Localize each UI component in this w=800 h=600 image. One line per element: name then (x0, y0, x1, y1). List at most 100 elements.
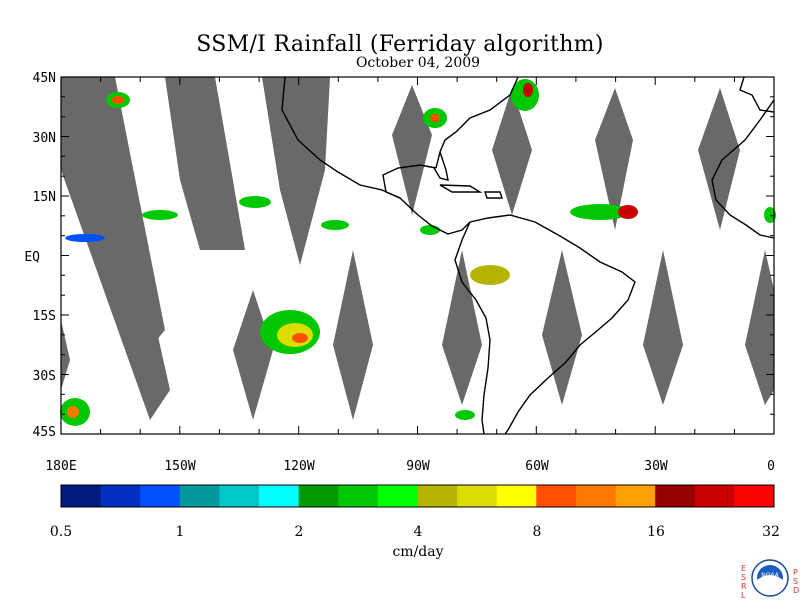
swath-7 (595, 88, 633, 230)
rain-cell (523, 83, 533, 97)
coastlines (281, 76, 775, 435)
rain-cell (65, 234, 105, 242)
colorbar-tick-label: 0.5 (50, 524, 72, 540)
colorbar-cell (259, 485, 300, 507)
swath-3 (165, 77, 245, 250)
logo-wave (757, 575, 783, 591)
colorbar-cell (694, 485, 735, 507)
rain-cell (430, 114, 440, 122)
lon-label: 90W (406, 459, 430, 474)
rain-cell (239, 196, 271, 208)
rain-cell (292, 333, 308, 343)
colorbar-cell (377, 485, 418, 507)
colorbar-cell (179, 485, 220, 507)
rain-cell (142, 210, 178, 220)
latitude-labels: 45N 30N 15N EQ 15S 30S 45S (24, 71, 56, 440)
swath-12 (542, 250, 582, 405)
longitude-labels: 180E 150W 120W 90W 60W 30W 0 (45, 459, 775, 474)
colorbar-cell (100, 485, 141, 507)
swath-4 (262, 77, 330, 265)
swath-11 (442, 250, 482, 405)
swath-14 (745, 250, 774, 405)
colorbar-cell (417, 485, 458, 507)
lat-label: 30N (33, 131, 56, 146)
north-america-east-coast (435, 76, 519, 169)
colorbar-tick-label: 8 (533, 524, 542, 540)
colorbar-cell (496, 485, 537, 507)
lon-label: 60W (525, 459, 549, 474)
africa-coast (711, 99, 775, 239)
colorbar-cell (575, 485, 617, 507)
lon-label: 0 (767, 459, 775, 474)
south-america-west-coast (454, 221, 491, 435)
logo-right-letter: P (793, 568, 798, 577)
rain-cell (321, 220, 349, 230)
chart-subtitle: October 04, 2009 (355, 55, 481, 71)
colorbar-cell (338, 485, 379, 507)
swath-2 (100, 77, 165, 360)
florida (433, 151, 449, 181)
colorbar-cell (615, 485, 656, 507)
lon-label: 150W (164, 459, 195, 474)
north-america-coast (281, 76, 471, 235)
colorbar-tick-label: 32 (762, 524, 780, 540)
colorbar-tick-label: 2 (295, 524, 304, 540)
map-frame (60, 76, 775, 435)
logo-left-letter: S (741, 573, 746, 582)
swath-6 (492, 88, 532, 215)
swath-10 (333, 250, 373, 420)
rain-cell (764, 207, 776, 223)
colorbar-cell (457, 485, 498, 507)
colorbar-cell (655, 485, 696, 507)
lat-label: 15S (33, 309, 56, 324)
rain-cell (618, 205, 638, 219)
europe-coast (739, 76, 775, 113)
lon-label: 120W (283, 459, 314, 474)
lat-label: EQ (24, 250, 40, 265)
south-america-coast (469, 214, 636, 435)
rain-cells (60, 79, 776, 426)
colorbar-cell (140, 485, 181, 507)
swath-5 (392, 85, 432, 215)
rain-cell (67, 406, 79, 418)
cuba (439, 184, 483, 193)
swath-8 (698, 88, 740, 230)
rain-cell (420, 225, 440, 235)
logo-left-letter: L (741, 591, 746, 600)
lon-label: 30W (644, 459, 668, 474)
colorbar-tick-label: 1 (176, 524, 185, 540)
logo-left-letter: R (741, 582, 747, 591)
noaa-logo: E S R L P S D NOAA (741, 559, 799, 600)
lat-label: 45S (33, 425, 56, 440)
logo-right-letter: S (793, 577, 798, 586)
rain-cell (455, 410, 475, 420)
rain-cell (112, 96, 124, 104)
hispaniola (484, 191, 503, 199)
colorbar (61, 485, 775, 507)
lat-label: 15N (33, 190, 56, 205)
colorbar-cell (536, 485, 577, 507)
colorbar-tick-label: 4 (414, 524, 423, 540)
logo-left-letter: E (741, 564, 746, 573)
logo-text: NOAA (761, 572, 779, 579)
colorbar-frame (60, 484, 775, 508)
colorbar-cell (734, 485, 775, 507)
chart-title: SSM/I Rainfall (Ferriday algorithm) (196, 32, 604, 57)
lat-label: 45N (33, 71, 56, 86)
logo-right-letter: D (793, 586, 799, 595)
colorbar-unit: cm/day (392, 544, 443, 560)
lon-label: 180E (45, 459, 76, 474)
no-data-swaths (61, 77, 774, 420)
rain-cell (470, 265, 510, 285)
colorbar-cell (219, 485, 260, 507)
swath-13 (643, 250, 683, 405)
colorbar-labels: 0.5 1 2 4 8 16 32 (50, 524, 780, 540)
lat-label: 30S (33, 369, 56, 384)
colorbar-cell (61, 485, 102, 507)
colorbar-tick-label: 16 (647, 524, 665, 540)
gulf-coast (382, 164, 437, 199)
swath-15 (61, 320, 70, 390)
colorbar-cell (298, 485, 339, 507)
map-area (60, 76, 776, 435)
